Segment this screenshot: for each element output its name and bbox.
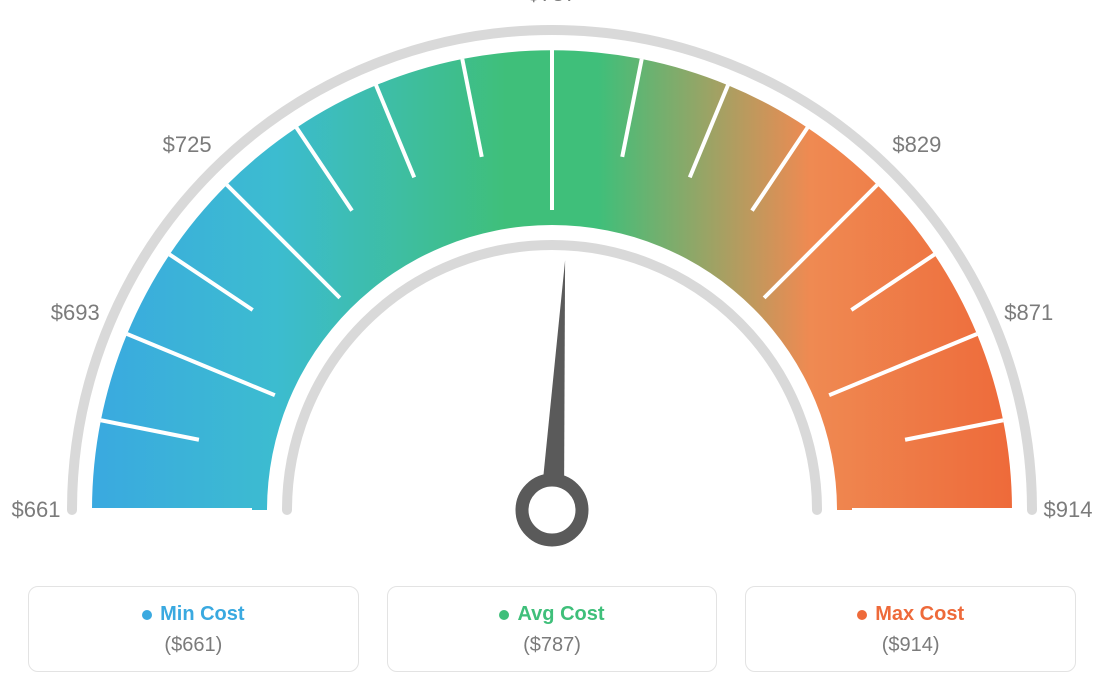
cost-gauge-widget: $661 $693 $725 $787 $829 $871 $914 Min Cost ($…	[0, 0, 1104, 690]
gauge-tick-label: $661	[12, 497, 61, 523]
legend-card-min: Min Cost ($661)	[28, 586, 359, 672]
gauge-tick-label: $829	[892, 132, 941, 158]
gauge-tick-label: $787	[528, 0, 577, 7]
gauge-chart: $661 $693 $725 $787 $829 $871 $914	[0, 0, 1104, 560]
dot-icon	[499, 610, 509, 620]
legend-title-text: Min Cost	[160, 603, 244, 626]
dot-icon	[142, 610, 152, 620]
legend-value-avg: ($787)	[398, 634, 707, 657]
dot-icon	[857, 610, 867, 620]
gauge-svg	[0, 0, 1104, 560]
legend-value-max: ($914)	[756, 634, 1065, 657]
gauge-tick-label: $914	[1044, 497, 1093, 523]
legend-card-max: Max Cost ($914)	[745, 586, 1076, 672]
legend-title-max: Max Cost	[857, 603, 964, 626]
legend-value-min: ($661)	[39, 634, 348, 657]
gauge-tick-label: $871	[1004, 300, 1053, 326]
legend-title-avg: Avg Cost	[499, 603, 604, 626]
legend-title-text: Avg Cost	[517, 603, 604, 626]
gauge-tick-label: $693	[51, 300, 100, 326]
legend-title-text: Max Cost	[875, 603, 964, 626]
legend-card-avg: Avg Cost ($787)	[387, 586, 718, 672]
legend-title-min: Min Cost	[142, 603, 244, 626]
legend-row: Min Cost ($661) Avg Cost ($787) Max Cost…	[0, 586, 1104, 672]
gauge-tick-label: $725	[163, 132, 212, 158]
